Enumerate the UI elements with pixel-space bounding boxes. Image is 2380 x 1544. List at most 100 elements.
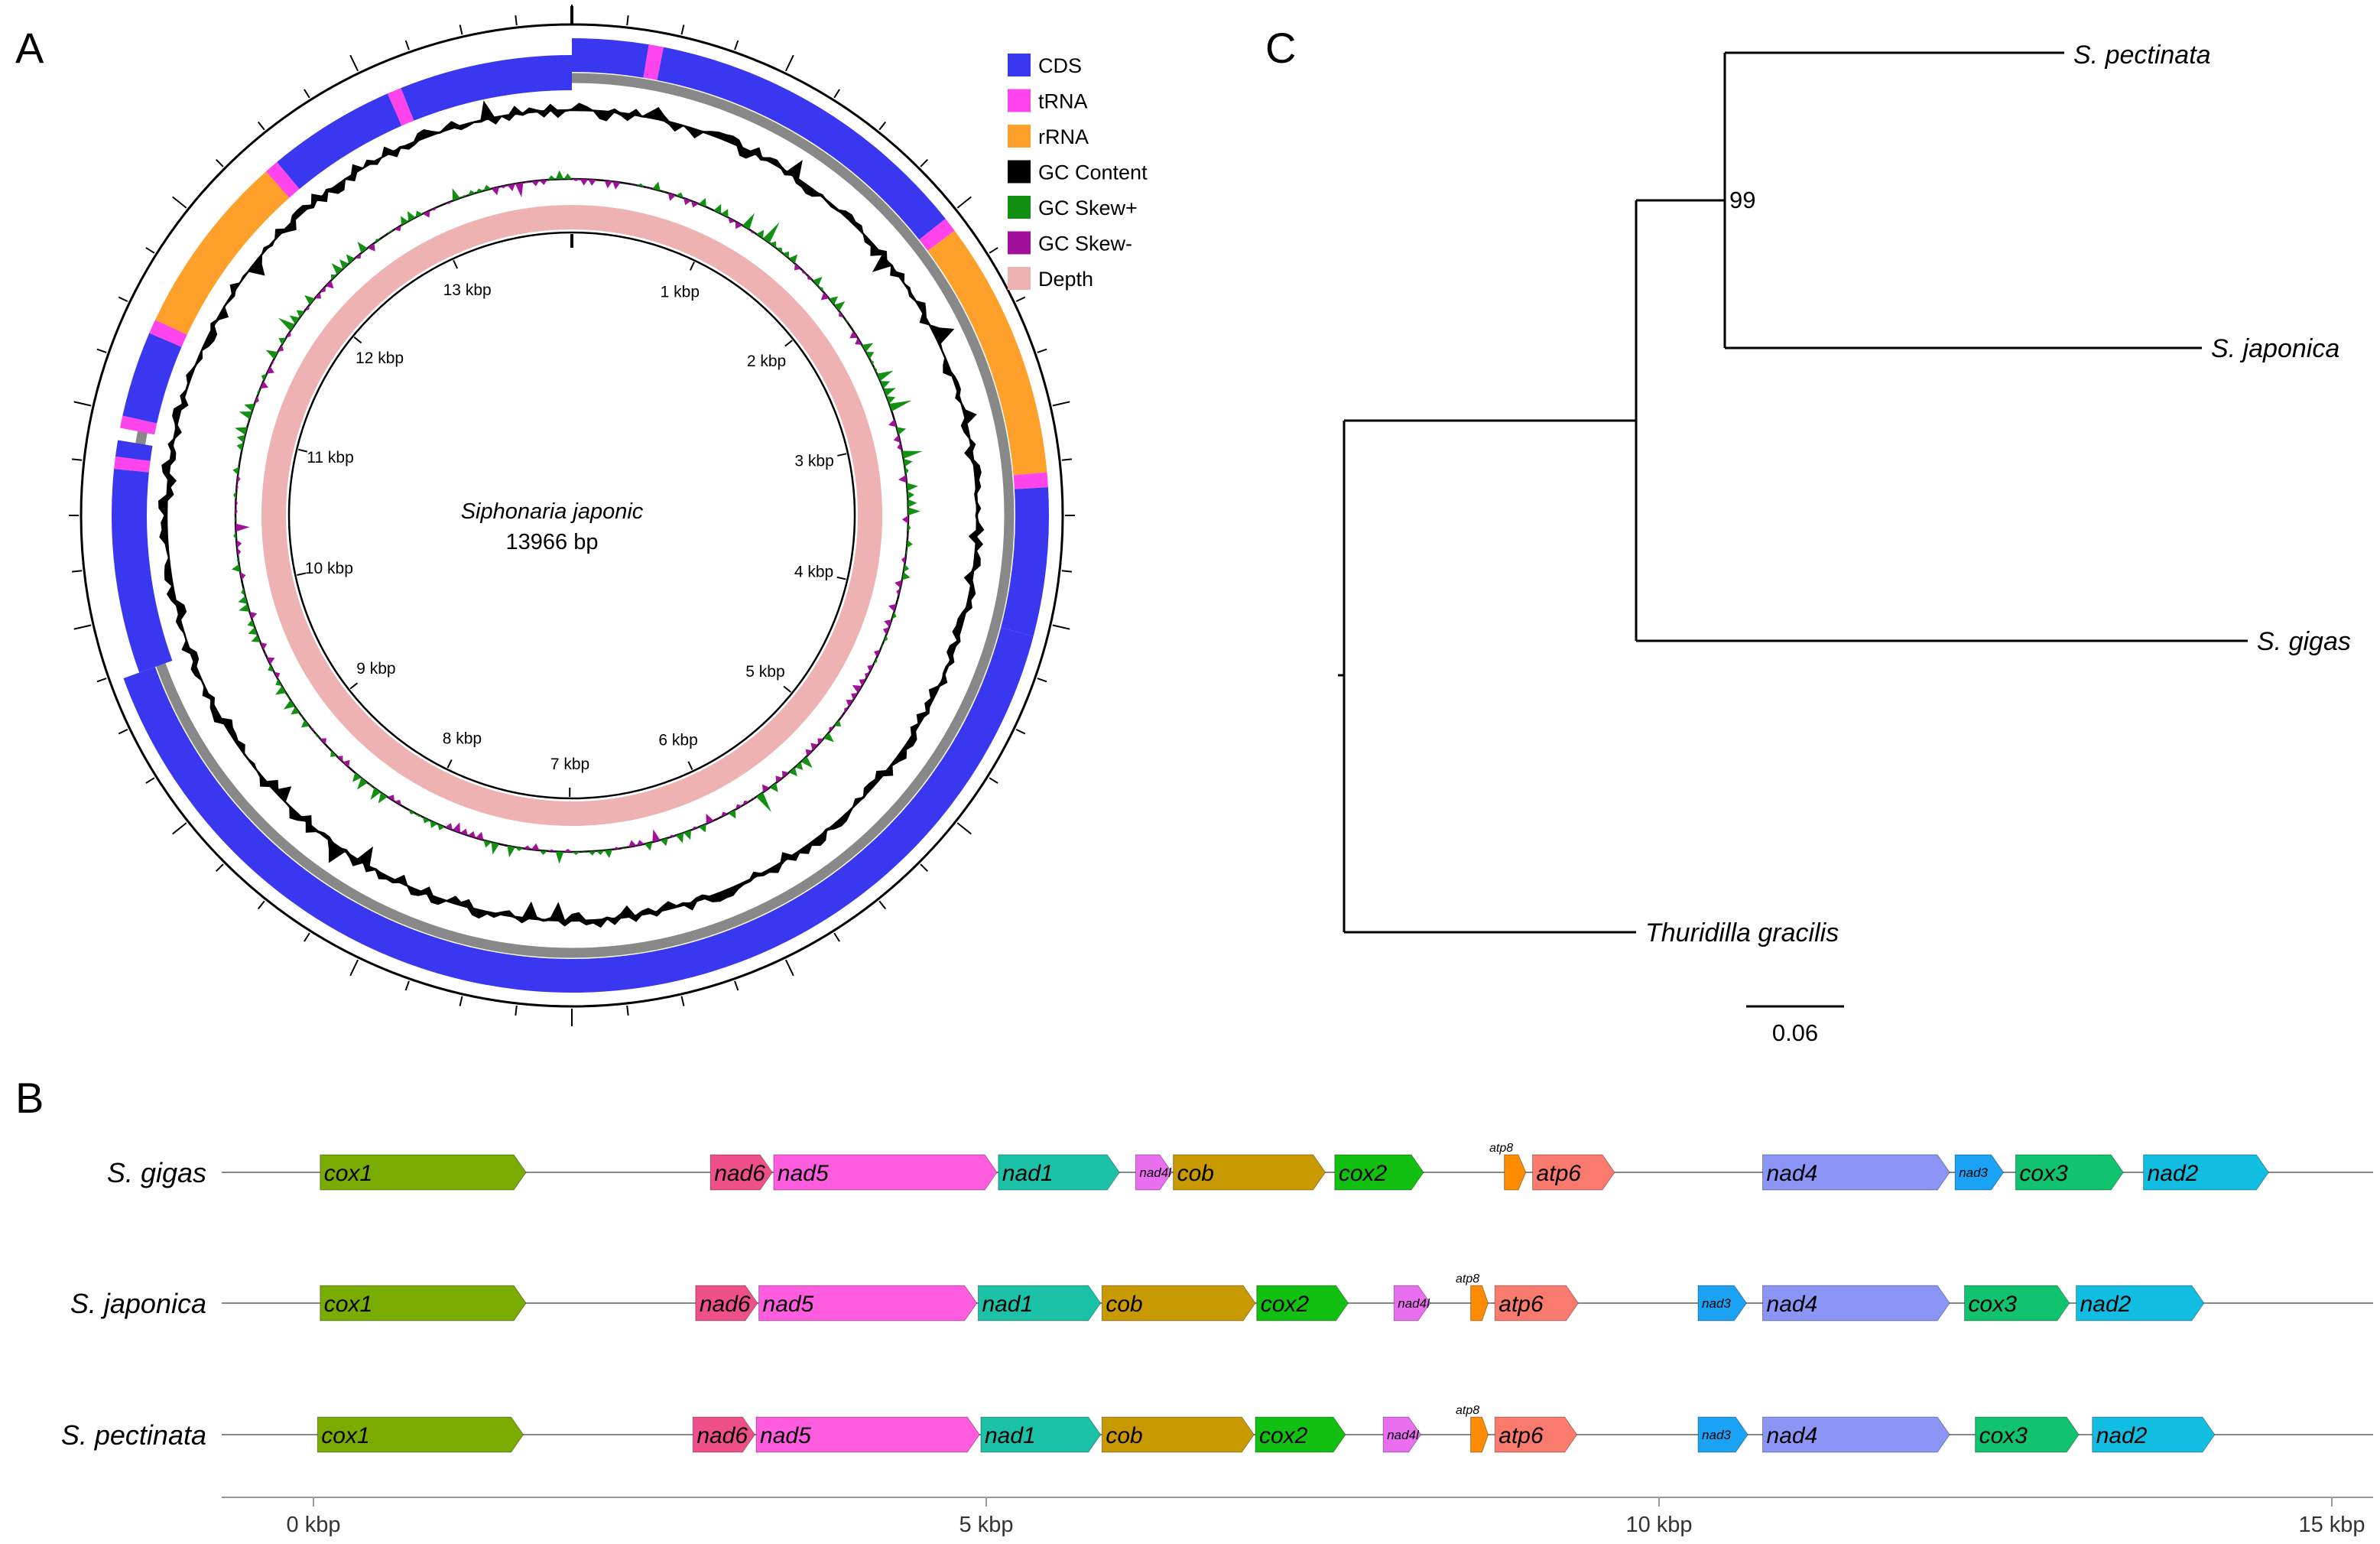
gc-skew-peak: [891, 411, 895, 420]
gene-arrow: [758, 1285, 978, 1321]
outer-tick: [515, 15, 518, 26]
gc-skew-peak: [394, 799, 401, 806]
gc-skew-peak: [408, 809, 416, 814]
outer-tick: [172, 196, 187, 209]
gene-arrow: [1762, 1154, 1950, 1191]
gc-skew-peak: [810, 743, 819, 751]
gc-skew-peak: [580, 851, 589, 853]
gc-skew-peak: [278, 317, 295, 331]
legend-label: Depth: [1038, 268, 1093, 291]
gc-skew-peak: [728, 809, 736, 819]
gc-skew-peak: [829, 296, 839, 305]
gc-skew-peak: [781, 771, 789, 779]
gc-skew-peak: [265, 349, 278, 359]
gc-skew-peak: [880, 642, 884, 650]
gc-skew-peak: [244, 403, 255, 412]
gc-skew-peak: [908, 507, 921, 515]
scale-tick-label: 10 kbp: [1625, 1513, 1692, 1537]
outer-tick: [257, 900, 265, 910]
gene-arrow: [1762, 1285, 1950, 1321]
gc-skew-peak: [539, 850, 548, 855]
position-tick: [349, 682, 359, 690]
gc-skew-peak: [628, 840, 637, 847]
gc-skew-peak: [769, 241, 777, 249]
gene-label: cox3: [2019, 1161, 2068, 1186]
gc-skew-peak: [896, 587, 901, 596]
position-tick: [353, 336, 362, 344]
gc-skew-peak: [788, 254, 798, 264]
gene-label: nad1: [1002, 1161, 1054, 1186]
feature-trna: [1013, 472, 1048, 489]
gc-skew-peak: [834, 301, 846, 311]
feature-rrna: [927, 230, 1047, 476]
position-tick: [837, 453, 847, 457]
gc-skew-peak: [235, 523, 250, 532]
gc-skew-peak: [231, 564, 241, 573]
taxon-thuridilla: Thuridilla gracilis: [1645, 918, 1839, 948]
position-tick-label: 1 kbp: [661, 283, 700, 301]
gc-skew-peak: [236, 434, 245, 444]
gc-skew-peak: [849, 330, 858, 339]
gc-skew-peak: [620, 847, 629, 850]
gc-skew-peak: [862, 343, 874, 353]
gc-skew-peak: [855, 337, 862, 345]
gene-label: atp6: [1498, 1423, 1544, 1448]
gc-skew-peak: [888, 419, 897, 427]
gc-skew-peak: [869, 359, 874, 366]
gene-label: nad1: [982, 1292, 1033, 1317]
gc-skew-peak: [270, 359, 274, 366]
taxon-japonica: S. japonica: [2211, 334, 2339, 363]
genome-length: 13966 bp: [506, 530, 599, 554]
outer-tick: [257, 121, 265, 131]
panel-label-c: C: [1265, 24, 1296, 72]
gc-skew-peak: [523, 845, 531, 850]
gene-label: atp8: [1489, 1142, 1513, 1155]
legend-swatch: [1008, 267, 1031, 290]
gene-arrow: [320, 1285, 527, 1321]
outer-tick: [72, 570, 83, 573]
position-tick-label: 7 kbp: [550, 756, 589, 773]
outer-tick: [833, 932, 840, 942]
gc-skew-peak: [437, 824, 446, 831]
gc-skew-peak: [572, 179, 580, 182]
gc-skew-peak: [683, 197, 692, 206]
gene-arrow: [1256, 1285, 1349, 1321]
gene-label: nad4: [1767, 1161, 1818, 1186]
gc-skew-peak: [238, 596, 248, 604]
gc-skew-peak: [491, 842, 500, 855]
gc-skew-peak: [239, 603, 250, 612]
position-tick-label: 13 kbp: [443, 281, 492, 299]
gc-skew-peak: [236, 556, 239, 564]
gc-content-plot: [157, 100, 985, 928]
track-name: S. pectinata: [61, 1419, 206, 1451]
gene-label: nad2: [2096, 1423, 2148, 1448]
outer-tick: [1015, 296, 1026, 303]
gc-skew-peak: [901, 515, 908, 524]
gc-skew-peak: [580, 179, 589, 186]
outer-tick: [459, 996, 463, 1006]
gc-skew-peak: [437, 203, 446, 207]
gc-skew-peak: [644, 187, 653, 189]
legend-swatch: [1008, 160, 1031, 184]
gene-arrow: [1382, 1416, 1422, 1453]
gc-skew-peak: [735, 804, 743, 810]
outer-tick: [216, 159, 224, 167]
gene-arrow: [1697, 1416, 1748, 1453]
legend-swatch: [1008, 125, 1031, 148]
gc-skew-peak: [240, 450, 242, 459]
gene-label: nad4: [1767, 1423, 1818, 1448]
legend-swatch: [1008, 231, 1031, 255]
track-name: S. japonica: [70, 1288, 206, 1319]
gc-skew-peak: [283, 700, 295, 710]
gc-skew-peak: [907, 491, 915, 499]
gc-skew-peak: [800, 756, 813, 769]
gene-arrow: [1954, 1154, 2005, 1191]
gc-skew-peak: [756, 229, 765, 239]
gc-skew-peak: [823, 732, 834, 743]
gc-skew-peak: [236, 483, 239, 492]
outer-tick: [920, 863, 928, 872]
gene-label: atp6: [1498, 1292, 1544, 1317]
gc-skew-peak: [232, 466, 239, 475]
gene-arrow: [998, 1154, 1120, 1191]
